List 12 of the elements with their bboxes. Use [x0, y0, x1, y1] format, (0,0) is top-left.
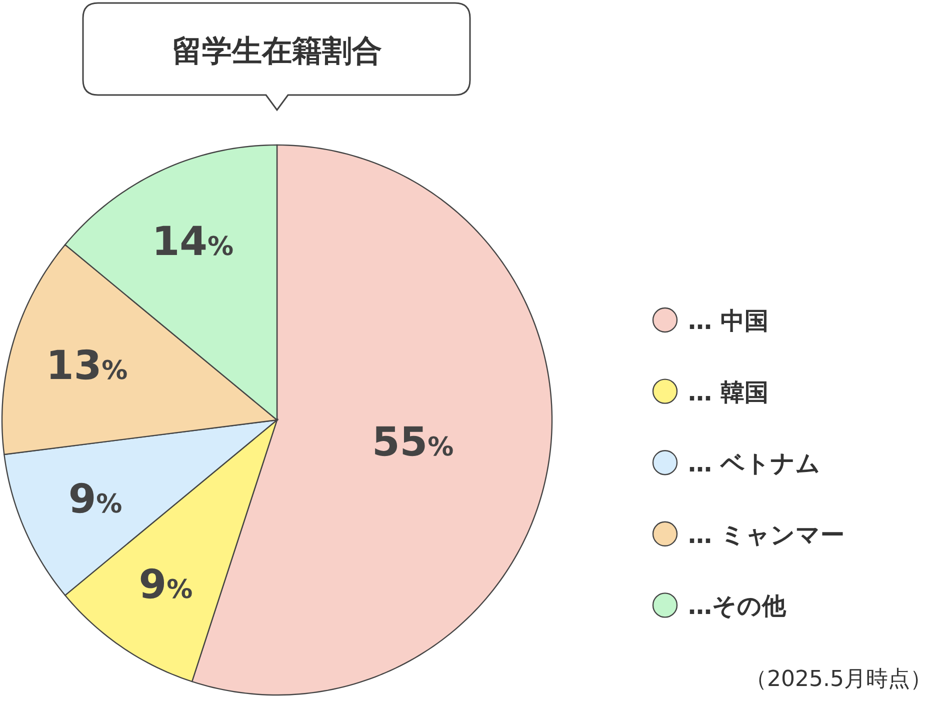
data-label: 13%	[46, 342, 128, 389]
legend-label: …その他	[688, 592, 787, 620]
chart-title: 留学生在籍割合	[172, 34, 382, 69]
data-label: 55%	[372, 420, 454, 466]
data-label: 9%	[138, 562, 193, 608]
data-label: 14%	[152, 218, 234, 265]
legend-label: … ベトナム	[688, 450, 820, 478]
data-label: 9%	[68, 476, 122, 523]
legend-label: … ミャンマー	[688, 520, 844, 549]
legend-label: … 中国	[688, 307, 768, 335]
legend-label: … 韓国	[688, 378, 768, 406]
text: （2025.5月時点）	[745, 667, 932, 692]
